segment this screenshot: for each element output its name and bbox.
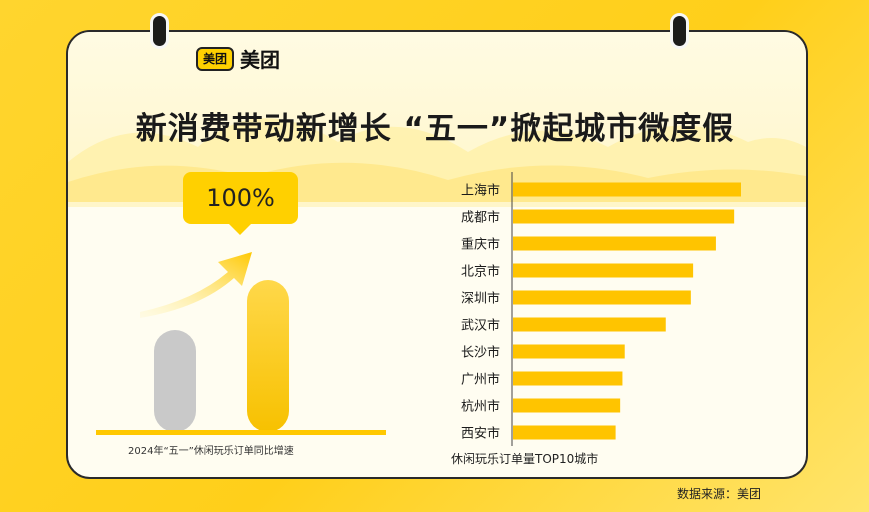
city-bar (513, 344, 625, 359)
category-label: 武汉市 (461, 318, 500, 334)
logo-mark: 美团 (196, 46, 235, 71)
ring-binder-icon (153, 16, 166, 46)
callout-pointer (228, 223, 252, 235)
growth-callout: 100% (183, 172, 298, 224)
category-label: 成都市 (461, 210, 500, 226)
city-bar (513, 209, 735, 224)
city-bar (513, 371, 623, 386)
baseline-2023-bar (154, 330, 196, 432)
city-bar (513, 182, 741, 197)
city-bar (513, 425, 616, 440)
city-bar (513, 398, 621, 413)
city-bar (513, 263, 694, 278)
page-title: 新消费带动新增长 “五一”掀起城市微度假 (135, 111, 735, 147)
logo-text: 美团 (240, 48, 281, 72)
category-label: 重庆市 (461, 237, 500, 253)
city-bar (513, 317, 666, 332)
growth-caption: 2024年“五一”休闲玩乐订单同比增速 (128, 446, 294, 457)
category-label: 杭州市 (461, 399, 500, 415)
left-baseline (96, 430, 386, 435)
city-bar (513, 290, 691, 305)
x-axis-label: 休闲玩乐订单量TOP10城市 (451, 452, 599, 466)
category-label: 深圳市 (461, 291, 500, 307)
growth-2024-bar (247, 280, 289, 432)
category-label: 上海市 (461, 183, 500, 199)
brand-logo: 美团 美团 (196, 44, 280, 73)
category-label: 西安市 (461, 426, 500, 442)
ring-binder-icon (673, 16, 686, 46)
category-label: 广州市 (461, 372, 500, 388)
arrow-up-right-icon (140, 252, 252, 318)
growth-callout-value: 100% (206, 184, 275, 212)
category-label: 北京市 (461, 264, 500, 280)
category-label: 长沙市 (461, 345, 500, 361)
source-note: 数据来源：美团 (677, 487, 762, 501)
city-bar (513, 236, 716, 251)
